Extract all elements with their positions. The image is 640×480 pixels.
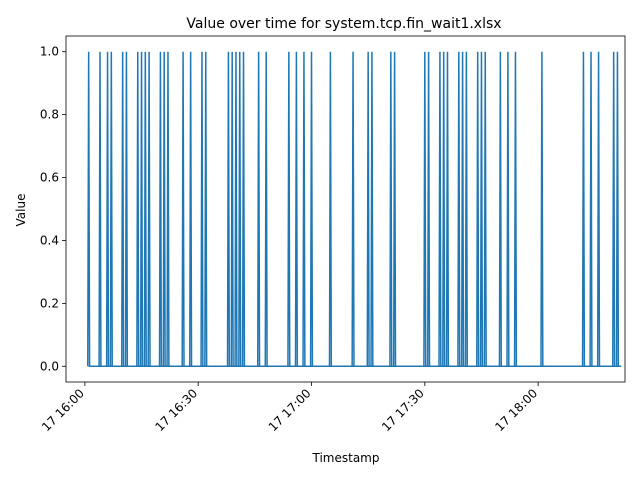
series-spike [370,51,374,367]
series-spike [188,51,193,367]
series-spike [498,51,503,367]
series-spike [200,51,204,367]
series-spike [351,51,355,367]
series-spike [136,51,140,367]
series-spike [457,51,461,367]
series-spike [294,51,299,367]
series-spike [139,51,144,367]
series-spike [309,51,314,367]
series-spike [109,51,113,367]
series-spike [143,51,147,367]
series-spike [589,51,593,367]
y-tick-label: 1.0 [40,45,59,59]
series-spike [389,51,393,367]
series-spike [423,51,427,367]
series-spike [366,51,370,367]
x-axis-title: Timestamp [312,451,380,465]
y-tick-label: 0.0 [40,359,59,373]
series-spike [226,51,231,367]
series-spike [581,51,586,367]
series-spike [241,51,246,367]
series-spike [460,51,465,367]
series-spike [147,51,151,367]
y-tick-label: 0.2 [40,296,59,310]
y-tick-label: 0.8 [40,108,59,122]
y-axis: 0.0 0.2 0.4 0.6 0.8 1.0 [40,45,66,373]
series-spike [204,51,208,367]
series-spike [445,51,450,367]
series-spike [264,51,268,367]
series-spike [166,51,170,367]
series-spike [612,51,616,367]
plot-frame [65,35,626,383]
series-spike [426,51,431,367]
series-spike [256,51,261,367]
series-spike [513,51,518,367]
series-spike [438,51,442,367]
series-spike [124,51,129,367]
series-spike [121,51,125,367]
series-spike [158,51,163,367]
chart-title: Value over time for system.tcp.fin_wait1… [186,16,501,32]
series-spike [238,51,242,367]
series-spike [540,51,544,367]
series-spike [615,51,620,367]
series-spike [476,51,480,367]
y-tick-label: 0.4 [40,233,59,247]
series-spike [302,51,306,367]
series-spike [506,51,510,367]
plot-area [87,51,622,368]
series-spike [392,51,397,367]
y-tick-label: 0.6 [40,171,59,185]
series-spike [87,51,91,367]
series-spike [162,51,166,367]
series-spike [98,51,102,367]
series-spike [479,51,484,367]
series-spike [442,51,446,367]
series-spike [230,51,234,367]
series-spike [483,51,487,367]
series-spike [328,51,333,367]
series-spike [181,51,185,367]
series-spike [234,51,238,367]
series-spike [596,51,601,367]
series-spike [464,51,469,367]
series-spike [105,51,110,367]
y-axis-title: Value [14,194,28,227]
series-spike [287,51,291,367]
